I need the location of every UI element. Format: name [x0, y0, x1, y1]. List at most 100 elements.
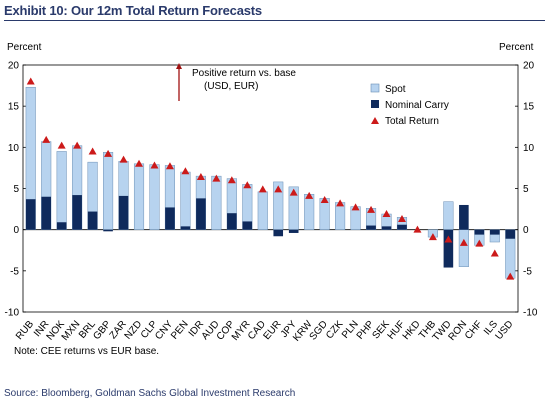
bar-carry: [273, 229, 284, 237]
bar-carry: [118, 195, 129, 230]
bar-carry: [242, 221, 253, 230]
marker-total-return: [181, 167, 190, 175]
marker-total-return: [274, 185, 283, 193]
bar-spot: [458, 229, 469, 267]
marker-total-return: [150, 161, 159, 169]
bar-carry: [103, 229, 113, 232]
bar-spot: [180, 171, 191, 230]
bar-carry: [56, 222, 67, 230]
marker-total-return: [490, 249, 499, 257]
marker-total-return: [57, 141, 66, 149]
annotation-line-1: Positive return vs. base: [192, 68, 296, 79]
legend-label-carry: Nominal Carry: [385, 100, 449, 111]
bar-spot: [288, 186, 299, 230]
marker-total-return: [336, 199, 345, 207]
bar-spot: [273, 181, 284, 230]
bar-spot: [87, 161, 98, 230]
y-tick-label-right: 15: [523, 102, 535, 113]
bar-spot: [211, 175, 222, 230]
bar-carry: [196, 198, 206, 230]
bar-carry: [227, 213, 237, 230]
marker-total-return: [289, 188, 298, 196]
bar-spot: [133, 163, 145, 230]
marker-total-return: [459, 238, 468, 246]
category-label: USD: [494, 319, 516, 342]
bar-spot: [335, 202, 346, 230]
marker-total-return: [367, 205, 376, 213]
total-return-markers: [26, 77, 515, 280]
bar-carry: [366, 225, 376, 230]
bar-carry: [25, 199, 36, 230]
marker-total-return: [428, 233, 437, 241]
marker-total-return: [135, 159, 144, 167]
marker-total-return: [305, 191, 314, 199]
marker-total-return: [227, 176, 236, 184]
y-tick-label-left: 15: [8, 102, 20, 113]
y-tick-label-right: 20: [523, 61, 535, 72]
bar-carry: [72, 195, 82, 230]
bar-spot: [257, 191, 268, 230]
y-tick-label-left: 10: [8, 143, 20, 154]
legend-marker-total: [371, 117, 379, 124]
marker-total-return: [397, 214, 406, 222]
y-tick-label-left: 5: [13, 184, 19, 195]
y-tick-label-right: 10: [523, 143, 535, 154]
bar-carry: [87, 211, 98, 230]
annotation: Positive return vs. base (USD, EUR): [176, 63, 296, 101]
marker-total-return: [119, 155, 128, 163]
legend-label-spot: Spot: [385, 84, 406, 95]
y-tick-label-left: 20: [8, 61, 20, 72]
marker-total-return: [88, 147, 97, 155]
title-rule: [4, 20, 545, 21]
legend: Spot Nominal Carry Total Return: [370, 83, 449, 127]
bar-spot: [56, 151, 67, 230]
bar-spot: [103, 152, 114, 230]
bar-carry: [443, 229, 454, 268]
bar-spot: [443, 201, 454, 230]
bar-carry: [381, 226, 392, 230]
marker-total-return: [382, 210, 391, 218]
y-tick-label-right: 5: [523, 184, 529, 195]
chart-note: Note: CEE returns vs EUR base.: [14, 346, 160, 357]
marker-total-return: [196, 172, 205, 180]
bar-carry: [505, 229, 516, 239]
y-tick-label-left: -5: [10, 266, 19, 277]
marker-total-return: [42, 135, 51, 143]
tick-labels: 20 20 15 15 10 10 5 5 0 0 -5 -5 -10 -10: [5, 61, 538, 319]
bar-carry: [459, 204, 469, 230]
y-tick-label-right: 0: [523, 225, 529, 236]
annotation-line-2: (USD, EUR): [204, 81, 258, 92]
y-axis-title-left: Percent: [7, 42, 42, 53]
marker-total-return: [506, 272, 515, 280]
legend-label-total: Total Return: [385, 116, 439, 127]
marker-total-return: [26, 77, 35, 85]
marker-total-return: [258, 185, 267, 193]
bar-spot: [319, 198, 330, 230]
y-tick-label-right: -10: [523, 308, 538, 319]
marker-total-return: [444, 235, 453, 243]
marker-total-return: [351, 203, 360, 211]
marker-total-return: [104, 149, 113, 157]
y-axis-title-right: Percent: [499, 42, 534, 53]
marker-total-return: [165, 162, 174, 170]
source-line: Source: Bloomberg, Goldman Sachs Global …: [4, 388, 296, 399]
category-labels: RUBINRNOKMXNBRLGBPZARNZDCLPCNYPENIDRAUDC…: [14, 318, 516, 343]
marker-total-return: [212, 174, 221, 182]
bar-carry: [180, 226, 191, 230]
bar-spot: [149, 164, 160, 230]
bars: [25, 86, 516, 279]
bar-carry: [41, 196, 51, 230]
y-tick-label-left: 0: [13, 225, 19, 236]
y-tick-label-left: -10: [5, 308, 20, 319]
exhibit-title: Exhibit 10: Our 12m Total Return Forecas…: [4, 3, 262, 18]
y-tick-label-right: -5: [523, 266, 532, 277]
bar-carry: [165, 207, 175, 230]
legend-swatch-spot: [370, 83, 380, 93]
marker-total-return: [475, 239, 484, 247]
bar-carry: [490, 229, 500, 235]
bar-spot: [304, 194, 315, 230]
marker-total-return: [243, 181, 252, 189]
marker-total-return: [73, 141, 82, 149]
bar-carry: [397, 224, 407, 230]
